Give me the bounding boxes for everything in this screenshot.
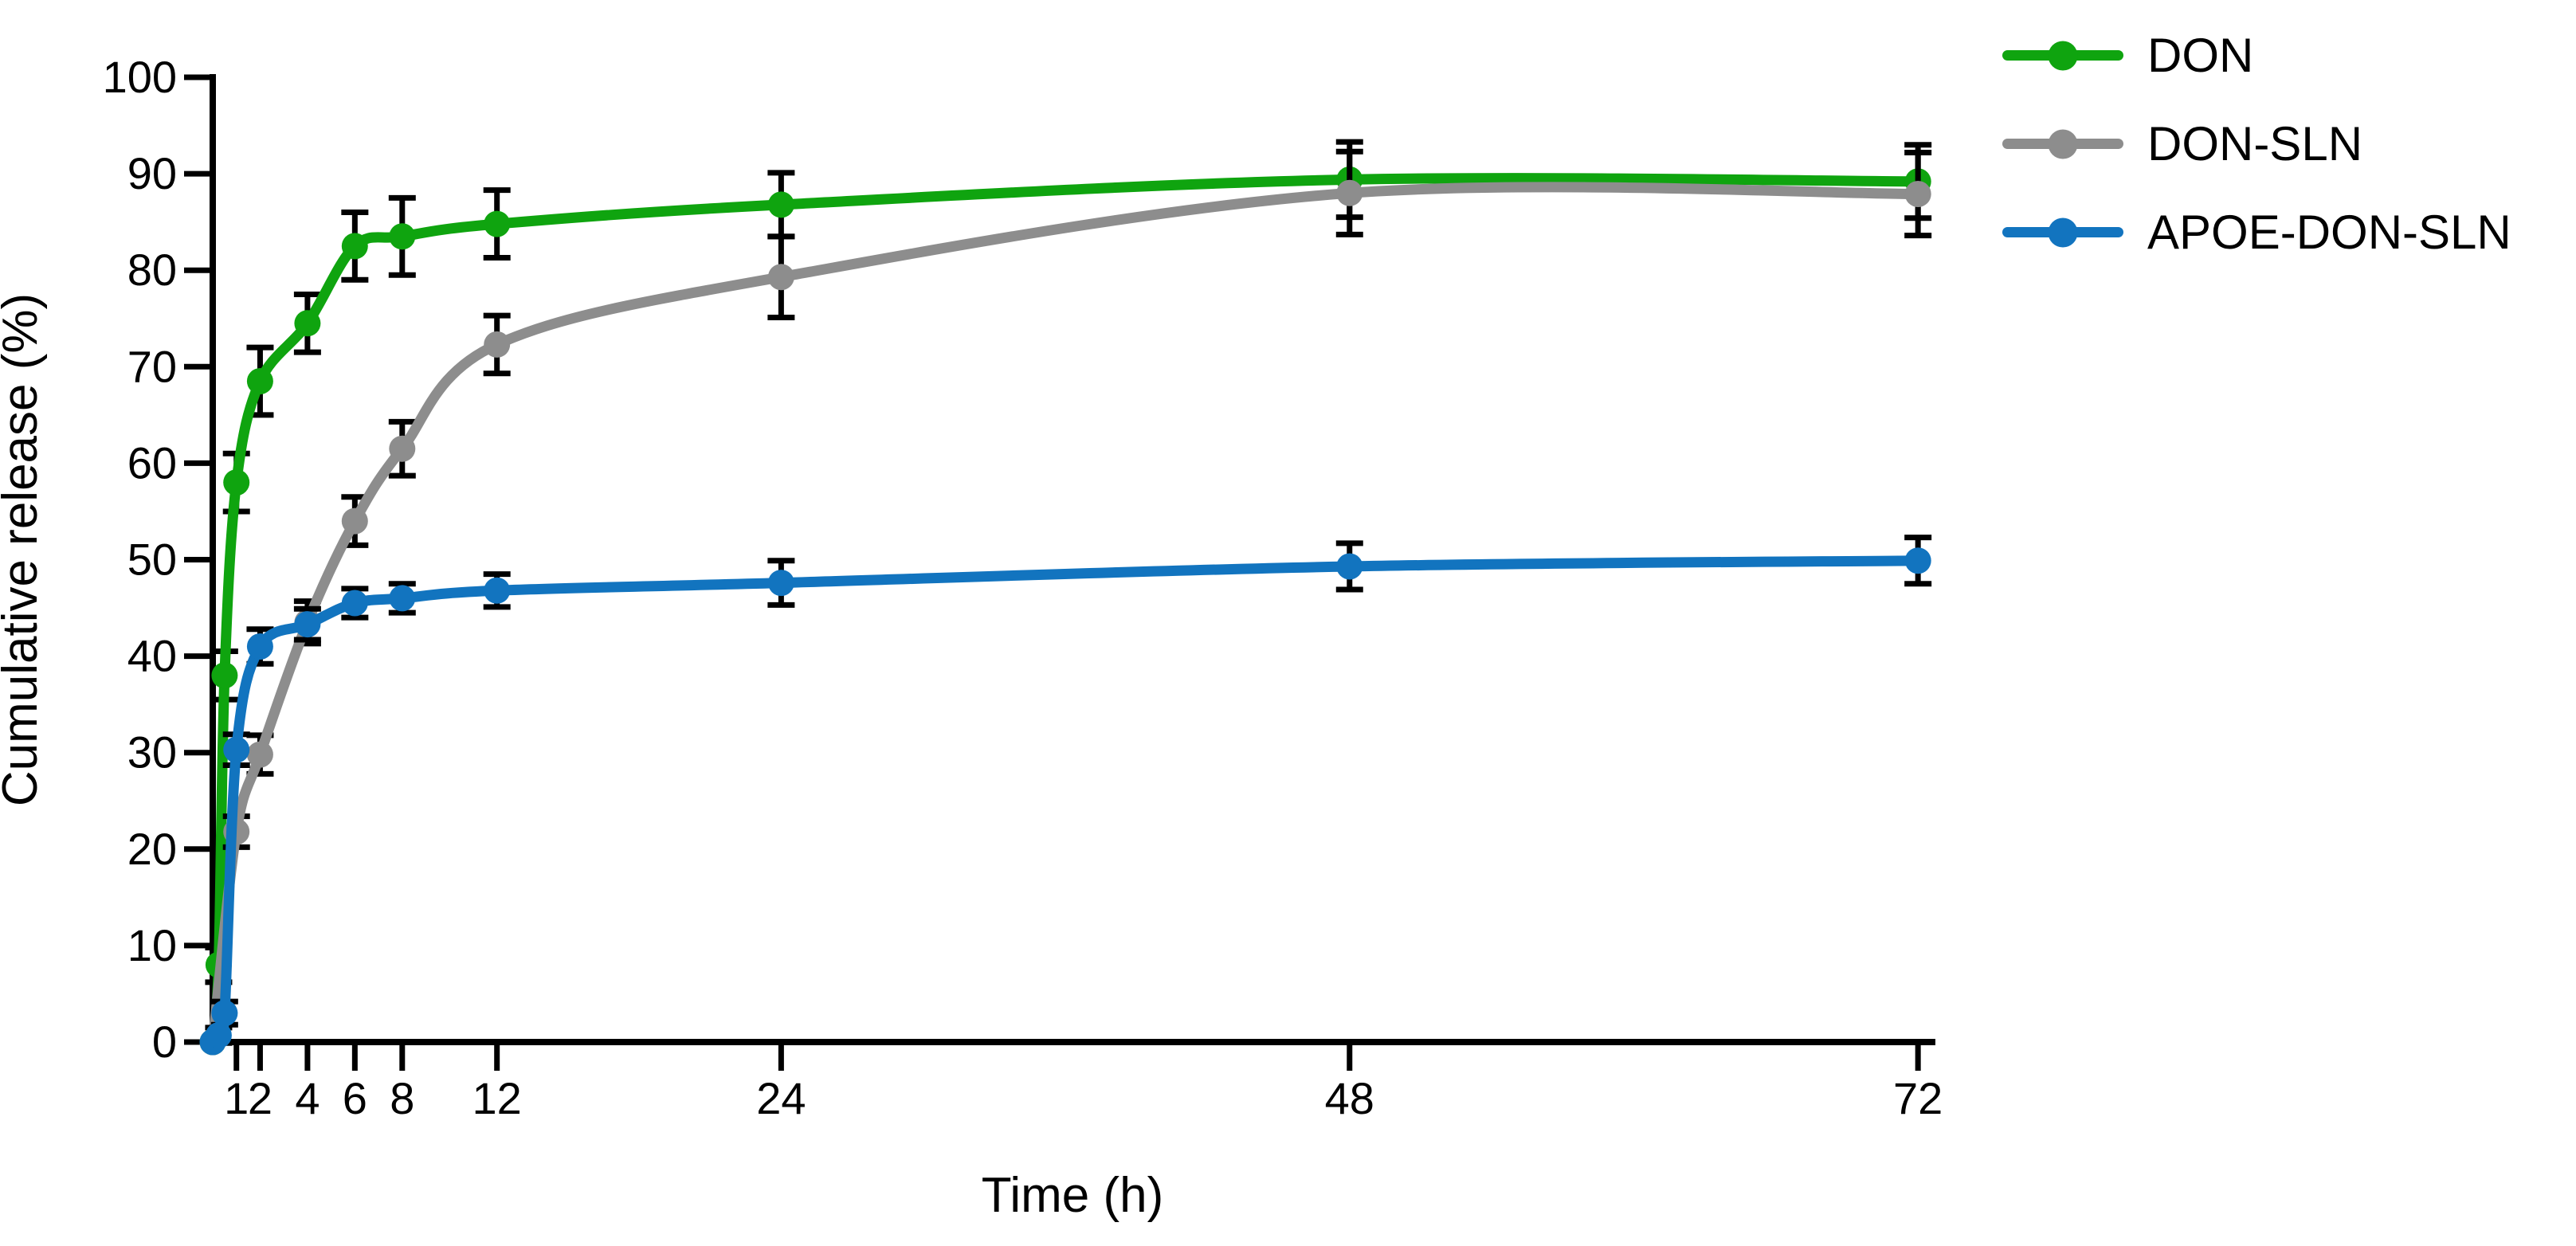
- x-tick-label: 2: [248, 1073, 272, 1123]
- x-tick-label: 8: [390, 1073, 414, 1123]
- y-tick-label: 50: [127, 535, 177, 585]
- data-point: [205, 1022, 232, 1048]
- x-axis-title: Time (h): [982, 1168, 1163, 1223]
- error-bars: [205, 535, 1932, 1046]
- x-tick-label: 12: [472, 1073, 522, 1123]
- data-point: [484, 210, 511, 237]
- data-point: [246, 368, 273, 394]
- x-tick-label: 48: [1325, 1073, 1374, 1123]
- error-bars: [222, 148, 1932, 850]
- data-point: [1904, 547, 1931, 574]
- data-point: [1336, 553, 1363, 580]
- series-DON-SLN: [199, 148, 1932, 1056]
- data-point: [223, 736, 250, 763]
- data-point: [389, 223, 416, 250]
- legend-label: APOE-DON-SLN: [2147, 206, 2511, 259]
- data-point: [1336, 179, 1363, 206]
- legend-item-don-sln: DON-SLN: [2002, 100, 2511, 188]
- legend-label: DON-SLN: [2147, 117, 2363, 170]
- data-point: [484, 331, 511, 358]
- y-tick-label: 30: [127, 727, 177, 778]
- data-point: [211, 1000, 238, 1027]
- y-tick-label: 40: [127, 631, 177, 681]
- x-tick-label: 6: [343, 1073, 367, 1123]
- x-tick-label: 24: [756, 1073, 806, 1123]
- data-point: [767, 191, 794, 218]
- data-point: [767, 570, 794, 597]
- data-point: [211, 662, 238, 689]
- x-tick-label: 4: [295, 1073, 320, 1123]
- legend: DON DON-SLN APOE-DON-SLN: [2002, 11, 2511, 276]
- series-line: [207, 182, 1923, 1048]
- data-point: [341, 507, 368, 535]
- legend-item-don: DON: [2002, 11, 2511, 100]
- data-point: [246, 633, 273, 660]
- x-tick-label: 1: [224, 1073, 249, 1123]
- data-point: [484, 577, 511, 604]
- data-point: [389, 435, 416, 462]
- legend-item-apoe-don-sln: APOE-DON-SLN: [2002, 188, 2511, 276]
- y-tick-label: 70: [127, 341, 177, 391]
- series-APOE-DON-SLN: [199, 535, 1932, 1056]
- data-point: [389, 585, 416, 612]
- y-tick-label: 60: [127, 437, 177, 488]
- y-tick-label: 20: [127, 824, 177, 874]
- y-tick-label: 90: [127, 148, 177, 198]
- series-DON: [199, 139, 1932, 1056]
- data-point: [341, 233, 368, 260]
- x-tick-label: 72: [1893, 1073, 1943, 1123]
- y-tick-label: 10: [127, 920, 177, 970]
- data-point: [767, 264, 794, 291]
- legend-line-marker-icon: [2002, 217, 2123, 247]
- data-point: [223, 469, 250, 496]
- y-axis-title: Cumulative release (%): [0, 293, 48, 806]
- data-point: [1904, 181, 1931, 207]
- ticks: [184, 74, 1921, 1071]
- legend-label: DON: [2147, 29, 2254, 82]
- series-line: [207, 173, 1923, 1048]
- series-line: [207, 555, 1923, 1048]
- data-point: [341, 590, 368, 617]
- y-tick-label: 80: [127, 245, 177, 295]
- data-point: [294, 611, 321, 638]
- legend-line-marker-icon: [2002, 41, 2123, 70]
- legend-line-marker-icon: [2002, 129, 2123, 159]
- y-tick-label: 100: [103, 52, 177, 102]
- y-tick-label: 0: [152, 1017, 177, 1067]
- data-point: [246, 741, 273, 768]
- data-point: [294, 310, 321, 337]
